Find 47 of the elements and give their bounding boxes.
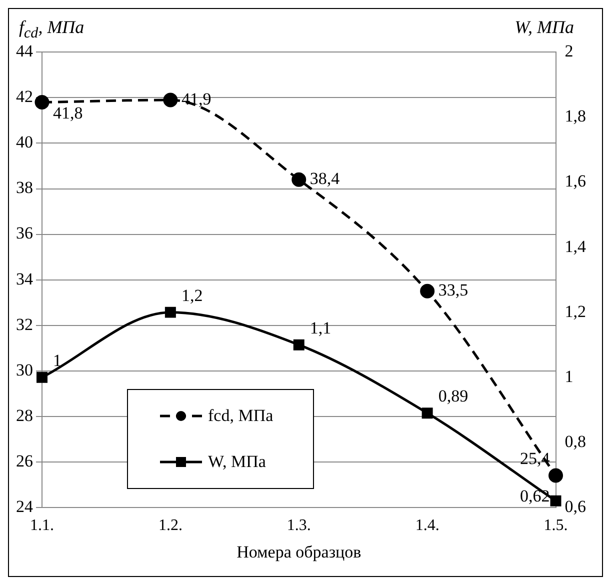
point [36, 372, 48, 383]
point [422, 408, 433, 419]
y2-tick-label: 0,6 [564, 496, 586, 516]
y-tick-label: 24 [16, 496, 34, 516]
y2-tick-label: 1,2 [564, 302, 586, 321]
point [550, 495, 562, 506]
data-label: 38,4 [310, 169, 340, 188]
data-label: 33,5 [438, 280, 468, 300]
y-tick-label: 30 [16, 360, 33, 380]
data-label: 0,62 [520, 486, 550, 506]
data-label: 0,89 [438, 386, 468, 406]
y-tick-label: 38 [16, 178, 33, 198]
data-label: 1,1 [310, 318, 332, 338]
y-tick-label: 44 [16, 42, 34, 61]
legend-label: fcd, МПа [208, 406, 274, 426]
point [420, 284, 435, 298]
x-tick-label: 1.3. [286, 517, 311, 534]
y2-tick-label: 1,8 [564, 106, 586, 126]
data-label: 1,2 [181, 286, 203, 305]
y2-tick-label: 0,8 [564, 432, 586, 451]
point [293, 339, 304, 350]
y-tick-label: 26 [16, 451, 33, 470]
y2-tick-label: 2 [564, 42, 574, 61]
y-tick-label: 32 [16, 314, 33, 334]
y2-tick-label: 1,4 [564, 236, 586, 256]
y-tick-label: 40 [16, 132, 33, 152]
y-tick-label: 28 [16, 406, 33, 425]
y2-axis-title: W, МПа [514, 17, 574, 38]
x-tick-label: 1.4. [415, 517, 440, 534]
point [163, 92, 178, 108]
y2-tick-label: 1 [564, 366, 574, 386]
y-tick-label: 36 [16, 224, 33, 243]
y2-tick-label: 1,6 [564, 172, 586, 191]
point [292, 172, 306, 187]
point [34, 95, 50, 110]
data-label: 1 [53, 350, 62, 370]
legend-label: W, МПа [208, 452, 266, 472]
x-tick-label: 1.5. [544, 517, 568, 534]
y-axis-title: f$_{cd}$, МПа [19, 17, 84, 43]
x-tick-label: 1.1. [30, 517, 54, 534]
data-label: 41,8 [53, 104, 83, 123]
x-axis-title: Номера образцов [236, 542, 362, 562]
point [548, 468, 563, 483]
y-tick-label: 34 [16, 269, 34, 288]
x-tick-label: 1.2. [158, 517, 182, 534]
point [164, 306, 176, 318]
y-tick-label: 42 [16, 87, 33, 106]
